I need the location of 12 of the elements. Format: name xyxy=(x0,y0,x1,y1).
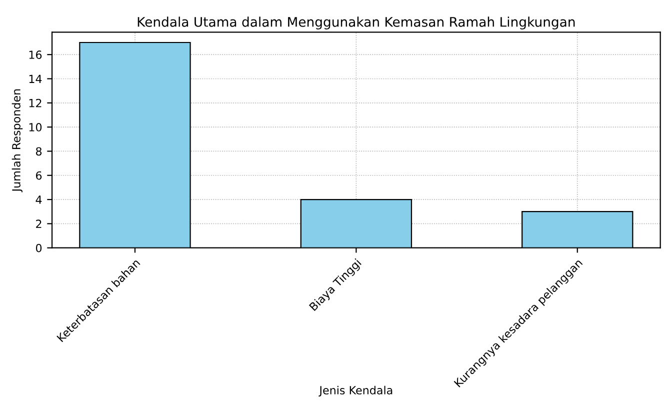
y-axis-title: Jumlah Responden xyxy=(12,89,23,192)
y-tick-label: 4 xyxy=(36,196,42,204)
chart-title: Kendala Utama dalam Menggunakan Kemasan Ramah Lingkungan xyxy=(138,16,575,30)
x-axis-title: Jenis Kendala xyxy=(318,386,392,396)
y-tick-label: 14 xyxy=(29,74,42,83)
y-tick-label: 8 xyxy=(36,147,42,156)
y-tick-label: 2 xyxy=(36,220,42,228)
y-tick-label: 12 xyxy=(29,98,42,108)
y-tick-label: 6 xyxy=(36,171,42,180)
y-tick-label: 16 xyxy=(29,50,42,59)
y-tick-label: 0 xyxy=(36,244,42,252)
y-tick-label: 10 xyxy=(29,123,42,132)
